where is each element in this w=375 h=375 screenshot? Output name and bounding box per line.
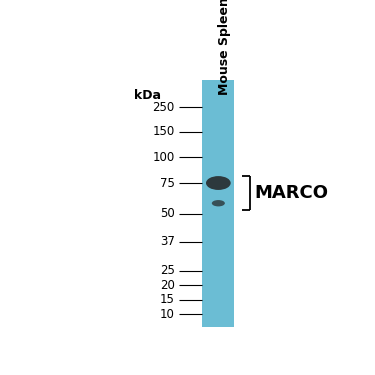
Text: 75: 75 bbox=[160, 177, 175, 189]
Text: 250: 250 bbox=[153, 100, 175, 114]
Text: 15: 15 bbox=[160, 294, 175, 306]
Ellipse shape bbox=[206, 176, 231, 190]
Text: 20: 20 bbox=[160, 279, 175, 292]
Text: 100: 100 bbox=[153, 150, 175, 164]
Text: MARCO: MARCO bbox=[255, 184, 328, 202]
Text: 150: 150 bbox=[153, 125, 175, 138]
Text: Mouse Spleen: Mouse Spleen bbox=[218, 0, 231, 95]
Bar bbox=[202, 80, 234, 327]
Text: kDa: kDa bbox=[134, 89, 160, 102]
Text: 50: 50 bbox=[160, 207, 175, 220]
Text: 10: 10 bbox=[160, 308, 175, 321]
Ellipse shape bbox=[212, 200, 225, 206]
Text: 25: 25 bbox=[160, 264, 175, 277]
Text: 37: 37 bbox=[160, 236, 175, 248]
